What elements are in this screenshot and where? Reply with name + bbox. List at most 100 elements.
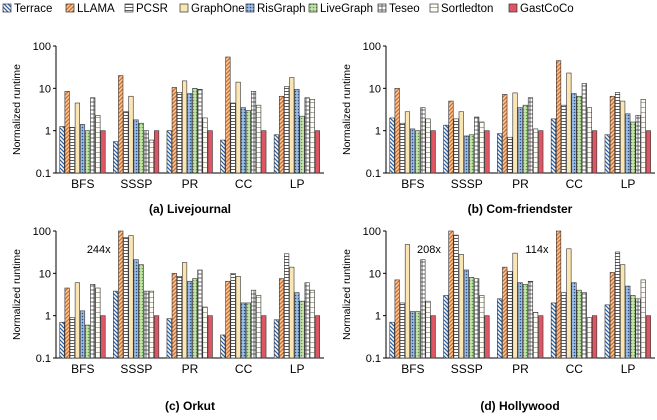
bar-livegraph-lp <box>630 121 636 174</box>
x-tick-label: PR <box>182 362 199 376</box>
bar-llama-lp <box>278 95 285 174</box>
bar-terrace-sssp <box>113 141 119 174</box>
y-tick-label: 1 <box>375 126 381 138</box>
bar-gastcoco-cc <box>261 315 267 359</box>
bar-gastcoco-sssp <box>484 130 490 174</box>
bar-teseo-bfs <box>90 97 96 174</box>
bar-graphone-cc <box>566 72 572 174</box>
bar-llama-pr <box>171 273 177 359</box>
bar-llama-sssp <box>118 230 124 359</box>
chart-panels: 0.1 1 10 100 Normalized runtime BFS SSSP PR CC LP… <box>11 41 655 413</box>
bar-graphone-lp <box>289 77 295 174</box>
bar-livegraph-pr <box>192 278 198 359</box>
bar-livegraph-sssp <box>468 277 475 359</box>
bar-livegraph-bfs <box>415 311 421 359</box>
annotation-244x: 244x <box>87 244 111 256</box>
x-tick-label: SSSP <box>120 177 152 191</box>
bar-group-sssp <box>443 230 490 359</box>
bar-gastcoco-cc <box>261 130 267 174</box>
bar-gastcoco-lp <box>645 130 651 174</box>
bar-gastcoco-lp <box>314 130 320 174</box>
bar-sortledton-cc <box>586 317 592 359</box>
bar-risgraph-bfs <box>79 310 86 359</box>
bar-llama-sssp <box>118 75 124 174</box>
y-axis-label: Normalized runtime <box>11 64 23 155</box>
bar-group-pr <box>166 80 213 174</box>
bar-teseo-bfs <box>90 284 96 359</box>
bar-livegraph-cc <box>245 110 251 174</box>
bar-sortledton-bfs <box>425 300 431 359</box>
bar-terrace-lp <box>604 134 610 174</box>
bar-gastcoco-pr <box>207 130 213 174</box>
bar-pcsr-bfs <box>69 317 75 359</box>
bar-gastcoco-sssp <box>154 130 160 174</box>
legend-swatch-risgraph <box>245 3 255 13</box>
bar-teseo-pr <box>197 269 203 359</box>
bar-teseo-pr <box>527 280 534 359</box>
bar-gastcoco-bfs <box>100 315 106 359</box>
bar-terrace-pr <box>497 133 503 174</box>
bar-terrace-lp <box>273 319 279 359</box>
bar-llama-lp <box>278 278 285 359</box>
bar-llama-lp <box>609 95 615 174</box>
bar-livegraph-sssp <box>138 264 144 359</box>
legend-swatch-terrace <box>2 3 12 13</box>
bar-graphone-pr <box>182 262 188 359</box>
bar-pcsr-pr <box>176 276 183 359</box>
x-tick-label: CC <box>235 177 253 191</box>
bar-sortledton-cc <box>256 295 262 359</box>
bar-risgraph-sssp <box>463 269 469 359</box>
legend-label-gastcoco: GastCoCo <box>520 3 574 15</box>
bar-pcsr-sssp <box>453 118 459 174</box>
x-tick-label: LP <box>621 177 636 191</box>
legend-swatch-gastcoco <box>508 3 518 13</box>
bar-sortledton-cc <box>256 104 262 174</box>
bar-terrace-lp <box>604 304 610 359</box>
bar-llama-bfs <box>394 279 400 359</box>
bar-graphone-cc <box>235 276 241 359</box>
bar-llama-bfs <box>394 88 400 174</box>
bar-gastcoco-lp <box>314 315 320 359</box>
bar-risgraph-cc <box>240 302 246 359</box>
bar-sortledton-cc <box>586 107 592 174</box>
y-tick-label: 100 <box>363 41 381 53</box>
bar-terrace-pr <box>497 298 503 359</box>
bar-terrace-pr <box>166 318 172 359</box>
bar-pcsr-cc <box>230 102 236 174</box>
bar-sortledton-pr <box>202 117 208 174</box>
bar-gastcoco-cc <box>591 315 598 359</box>
bar-sortledton-sssp <box>148 139 155 174</box>
bar-gastcoco-sssp <box>484 315 490 359</box>
bar-sortledton-bfs <box>95 115 101 174</box>
bar-llama-bfs <box>64 91 70 174</box>
y-tick-label: 10 <box>369 268 381 280</box>
bar-pcsr-sssp <box>123 237 129 359</box>
bar-pcsr-lp <box>614 251 621 359</box>
bar-group-bfs <box>59 282 106 359</box>
bar-teseo-sssp <box>143 130 149 174</box>
bar-teseo-cc <box>581 83 587 174</box>
bar-gastcoco-pr <box>207 315 213 359</box>
bar-graphone-sssp <box>128 235 134 359</box>
y-tick-label: 0.1 <box>36 353 51 365</box>
bar-risgraph-pr <box>187 280 193 359</box>
bar-teseo-cc <box>581 292 587 359</box>
bar-pcsr-sssp <box>453 234 459 359</box>
bar-graphone-cc <box>235 81 241 174</box>
bar-risgraph-pr <box>517 107 523 174</box>
y-tick-label: 10 <box>369 83 381 95</box>
bar-teseo-lp <box>635 115 641 174</box>
bar-pcsr-lp <box>614 92 621 174</box>
bar-sortledton-sssp <box>479 295 485 359</box>
bar-livegraph-bfs <box>85 324 91 359</box>
bar-pcsr-cc <box>561 292 567 359</box>
bar-risgraph-lp <box>294 292 300 359</box>
bar-livegraph-cc <box>245 302 251 359</box>
bar-graphone-bfs <box>404 111 411 174</box>
bar-llama-lp <box>609 272 615 359</box>
bar-terrace-lp <box>273 134 279 174</box>
legend-label-pcsr: PCSR <box>136 3 168 15</box>
x-tick-label: LP <box>621 362 636 376</box>
panel-c-orkut: 0.1 1 10 100 Normalized runtime BFS SSSP PR CC LP… <box>11 226 324 413</box>
bar-sortledton-lp <box>640 99 646 174</box>
